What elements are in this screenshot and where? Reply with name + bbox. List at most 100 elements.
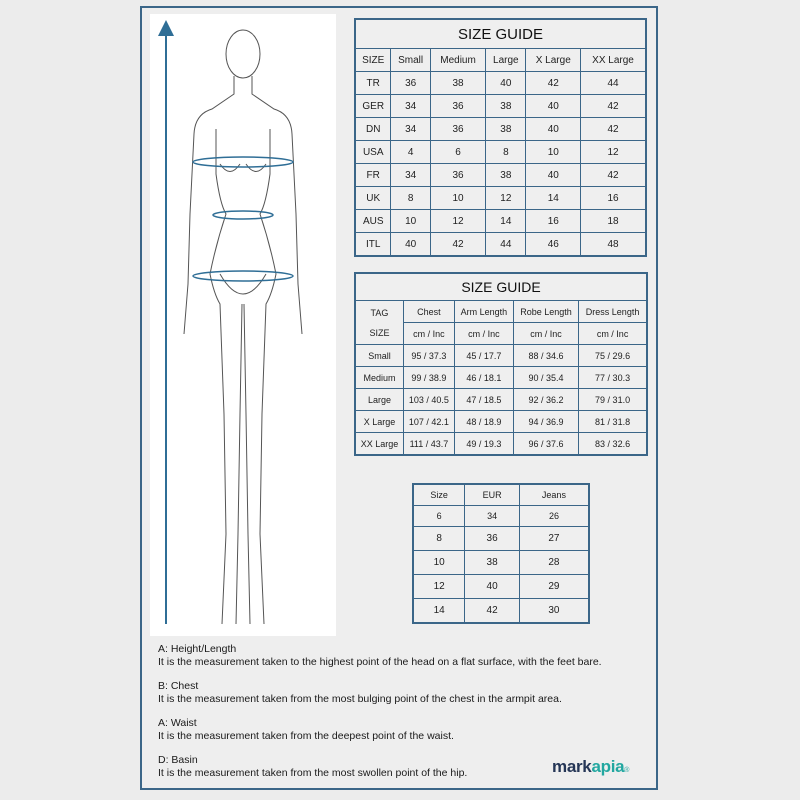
table-cell: 12 bbox=[429, 209, 487, 233]
table-cell: 92 / 36.2 bbox=[512, 388, 580, 411]
table-cell: 103 / 40.5 bbox=[402, 388, 455, 411]
table-cell: 94 / 36.9 bbox=[512, 410, 580, 433]
table-row: GER 34 36 38 40 42 bbox=[354, 94, 647, 118]
column-header: Small bbox=[390, 48, 431, 72]
row-label: XX Large bbox=[354, 432, 404, 456]
table-cell: 36 bbox=[429, 163, 487, 187]
table-cell: 12 bbox=[485, 186, 527, 210]
column-header: Robe Length bbox=[512, 300, 580, 323]
table-cell: 38 bbox=[485, 94, 527, 118]
table-cell: 38 bbox=[485, 163, 527, 187]
table-cell: 16 bbox=[580, 186, 647, 210]
table-row: 6 34 26 bbox=[412, 505, 590, 527]
column-header: Size bbox=[412, 483, 466, 506]
row-label: X Large bbox=[354, 410, 404, 433]
row-label: 12 bbox=[412, 574, 466, 599]
table-cell: 79 / 31.0 bbox=[578, 388, 648, 411]
row-label: 6 bbox=[412, 505, 466, 527]
table-cell: 88 / 34.6 bbox=[512, 344, 580, 367]
table-cell: 34 bbox=[390, 94, 431, 118]
table-cell: 38 bbox=[485, 117, 527, 141]
unit-header: cm / Inc bbox=[402, 322, 455, 345]
table-row: TR 36 38 40 42 44 bbox=[354, 71, 647, 95]
table-row: XX Large 111 / 43.7 49 / 19.3 96 / 37.6 83 /… bbox=[354, 432, 648, 456]
column-header: X Large bbox=[525, 48, 582, 72]
measurement-table: SIZE GUIDE TAG SIZE Chest Arm Length Robe Le… bbox=[354, 272, 648, 456]
row-label: Large bbox=[354, 388, 404, 411]
table-row: Medium 99 / 38.9 46 / 18.1 90 / 35.4 77 / 30… bbox=[354, 366, 648, 389]
row-label: 14 bbox=[412, 598, 466, 624]
table-row: Small 95 / 37.3 45 / 17.7 88 / 34.6 75 / 29.… bbox=[354, 344, 648, 367]
table-cell: 40 bbox=[525, 117, 582, 141]
table-cell: 45 / 17.7 bbox=[453, 344, 514, 367]
table-cell: 46 bbox=[525, 232, 582, 257]
row-label: TR bbox=[354, 71, 392, 95]
unit-header: cm / Inc bbox=[453, 322, 514, 345]
row-label: GER bbox=[354, 94, 392, 118]
table-cell: 77 / 30.3 bbox=[578, 366, 648, 389]
column-header: Large bbox=[485, 48, 527, 72]
size-conversion-table: SIZE GUIDE SIZE Small Medium Large X Large XX… bbox=[354, 18, 647, 257]
table-cell: 40 bbox=[525, 94, 582, 118]
column-header: Jeans bbox=[518, 483, 590, 506]
table-cell: 42 bbox=[525, 71, 582, 95]
table-cell: 81 / 31.8 bbox=[578, 410, 648, 433]
row-label: Medium bbox=[354, 366, 404, 389]
table-header-row: SIZE Small Medium Large X Large XX Large bbox=[354, 48, 647, 72]
table-row: 8 36 27 bbox=[412, 526, 590, 551]
unit-header: cm / Inc bbox=[512, 322, 580, 345]
table-row: UK 8 10 12 14 16 bbox=[354, 186, 647, 210]
row-label: ITL bbox=[354, 232, 392, 257]
table-row: AUS 10 12 14 16 18 bbox=[354, 209, 647, 233]
tag-size-header: TAG SIZE bbox=[354, 300, 404, 345]
table-cell: 10 bbox=[390, 209, 431, 233]
column-header: EUR bbox=[464, 483, 520, 506]
table-cell: 16 bbox=[525, 209, 582, 233]
table-row: ITL 40 42 44 46 48 bbox=[354, 232, 647, 257]
table-row: X Large 107 / 42.1 48 / 18.9 94 / 36.9 81 / … bbox=[354, 410, 648, 433]
column-header: Arm Length bbox=[453, 300, 514, 323]
table-cell: 36 bbox=[390, 71, 431, 95]
table-cell: 40 bbox=[464, 574, 520, 599]
table-cell: 42 bbox=[580, 94, 647, 118]
table-cell: 96 / 37.6 bbox=[512, 432, 580, 456]
table-cell: 34 bbox=[390, 117, 431, 141]
measurement-notes: A: Height/Length It is the measurement ta… bbox=[158, 643, 648, 791]
table-cell: 14 bbox=[485, 209, 527, 233]
row-label: FR bbox=[354, 163, 392, 187]
table-cell: 95 / 37.3 bbox=[402, 344, 455, 367]
table-cell: 42 bbox=[429, 232, 487, 257]
table-cell: 12 bbox=[580, 140, 647, 164]
markapia-logo: markapia® bbox=[552, 757, 630, 776]
table-cell: 42 bbox=[464, 598, 520, 624]
table-cell: 46 / 18.1 bbox=[453, 366, 514, 389]
row-label: USA bbox=[354, 140, 392, 164]
table-cell: 30 bbox=[518, 598, 590, 624]
table-cell: 75 / 29.6 bbox=[578, 344, 648, 367]
column-header: Medium bbox=[429, 48, 487, 72]
table-cell: 34 bbox=[464, 505, 520, 527]
table-cell: 14 bbox=[525, 186, 582, 210]
table-cell: 48 / 18.9 bbox=[453, 410, 514, 433]
table-cell: 42 bbox=[580, 117, 647, 141]
table-cell: 99 / 38.9 bbox=[402, 366, 455, 389]
row-label: DN bbox=[354, 117, 392, 141]
table-cell: 10 bbox=[525, 140, 582, 164]
table-cell: 36 bbox=[464, 526, 520, 551]
table-cell: 10 bbox=[429, 186, 487, 210]
table-cell: 44 bbox=[580, 71, 647, 95]
table-cell: 48 bbox=[580, 232, 647, 257]
column-header: Dress Length bbox=[578, 300, 648, 323]
table-cell: 36 bbox=[429, 94, 487, 118]
table-row: FR 34 36 38 40 42 bbox=[354, 163, 647, 187]
table-row: DN 34 36 38 40 42 bbox=[354, 117, 647, 141]
table-cell: 26 bbox=[518, 505, 590, 527]
note: A: Waist It is the measurement taken from… bbox=[158, 717, 454, 742]
table-cell: 18 bbox=[580, 209, 647, 233]
table-cell: 90 / 35.4 bbox=[512, 366, 580, 389]
table-cell: 107 / 42.1 bbox=[402, 410, 455, 433]
table-cell: 40 bbox=[525, 163, 582, 187]
note: B: Chest It is the measurement taken from… bbox=[158, 680, 562, 705]
table-cell: 34 bbox=[390, 163, 431, 187]
column-header: XX Large bbox=[580, 48, 647, 72]
